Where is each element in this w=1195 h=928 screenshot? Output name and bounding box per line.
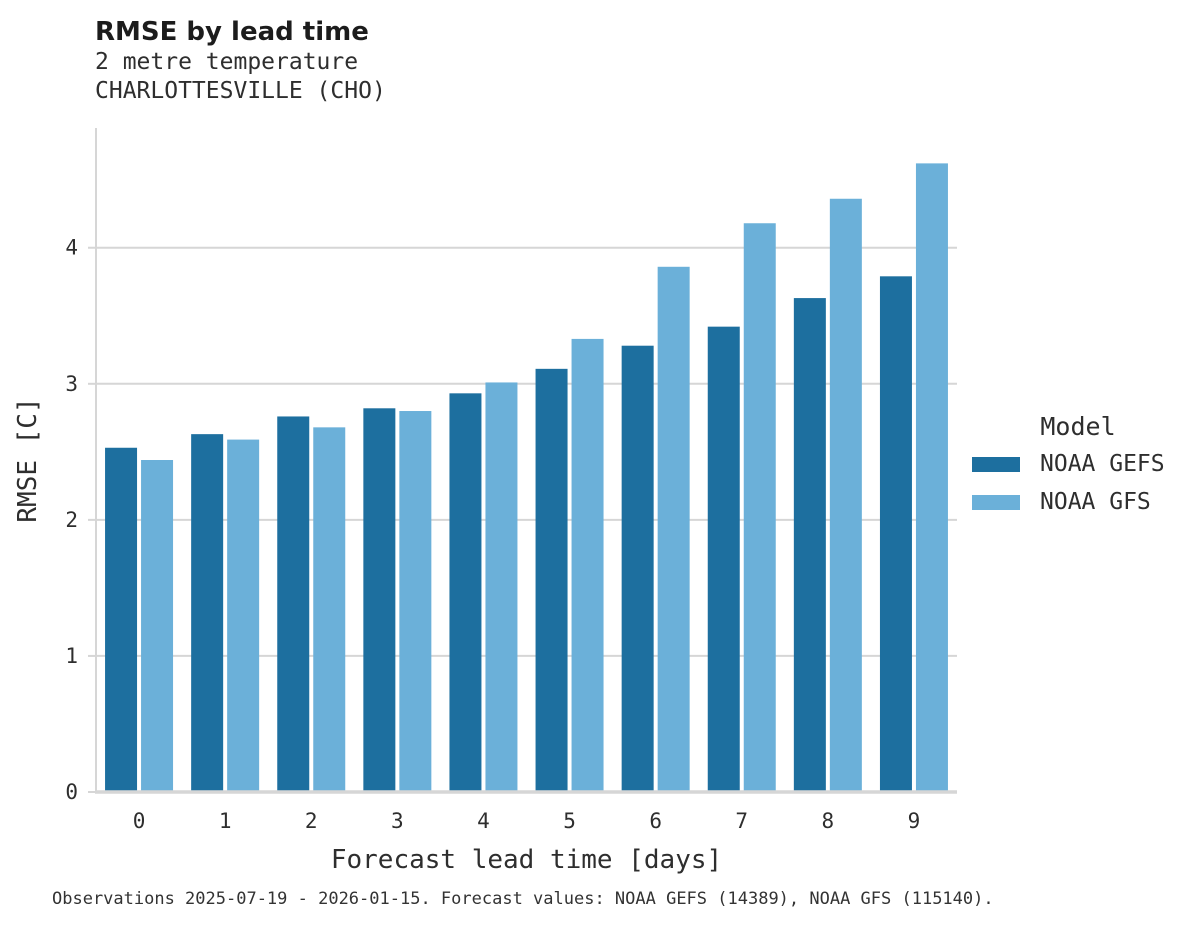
y-tick-label-0: 0 [65,780,78,804]
footnote: Observations 2025-07-19 - 2026-01-15. Fo… [52,889,994,909]
bar-noaa-gfs-lead-2 [313,427,346,792]
y-axis-title: RMSE [C] [13,397,43,522]
y-tick-label-3: 3 [65,372,78,396]
x-tick-label-6: 6 [649,809,662,833]
x-tick-label-7: 7 [735,809,748,833]
x-tick-label-5: 5 [563,809,576,833]
y-tick-label-4: 4 [65,236,78,260]
bar-noaa-gfs-lead-5 [571,338,604,792]
bar-noaa-gefs-lead-5 [535,368,568,792]
x-tick-label-2: 2 [305,809,318,833]
chart-subtitle-station: CHARLOTTESVILLE (CHO) [95,78,386,104]
bar-noaa-gefs-lead-3 [363,408,396,792]
bar-noaa-gfs-lead-3 [399,411,432,792]
y-tick-label-2: 2 [65,508,78,532]
legend-label-noaa-gefs: NOAA GEFS [1040,451,1165,477]
bar-noaa-gefs-lead-2 [277,416,310,792]
bar-noaa-gfs-lead-9 [915,163,948,792]
legend-title: Model [1040,412,1116,441]
x-tick-label-1: 1 [219,809,232,833]
x-tick-label-9: 9 [908,809,921,833]
y-tick-label-1: 1 [65,644,78,668]
x-tick-label-8: 8 [822,809,835,833]
bar-noaa-gefs-lead-0 [105,447,138,792]
legend-swatch-noaa-gefs [972,456,1020,472]
bar-noaa-gefs-lead-4 [449,393,482,792]
bar-noaa-gefs-lead-6 [621,345,654,792]
chart-title: RMSE by lead time [95,17,369,47]
x-tick-label-0: 0 [133,809,146,833]
chart-header: RMSE by lead time 2 metre temperature CH… [95,16,386,106]
legend-item-noaa-gfs: NOAA GFS [972,489,1184,515]
legend-swatch-noaa-gfs [972,494,1020,510]
bar-noaa-gfs-lead-8 [829,198,862,793]
x-axis-title: Forecast lead time [days] [331,845,722,875]
bar-noaa-gfs-lead-1 [227,439,260,792]
bar-noaa-gfs-lead-0 [141,460,174,792]
bar-noaa-gefs-lead-1 [191,434,224,792]
bar-noaa-gefs-lead-8 [793,298,826,792]
legend: Model NOAA GEFS NOAA GFS [972,412,1184,527]
bar-noaa-gefs-lead-9 [879,276,912,792]
legend-label-noaa-gfs: NOAA GFS [1040,489,1151,515]
chart-subtitle-variable: 2 metre temperature [95,49,359,75]
bar-noaa-gefs-lead-7 [707,326,740,792]
legend-item-noaa-gefs: NOAA GEFS [972,451,1184,477]
x-tick-label-3: 3 [391,809,404,833]
x-tick-label-4: 4 [477,809,490,833]
bar-noaa-gfs-lead-6 [657,266,690,793]
bar-noaa-gfs-lead-4 [485,382,518,792]
bar-noaa-gfs-lead-7 [743,223,776,792]
